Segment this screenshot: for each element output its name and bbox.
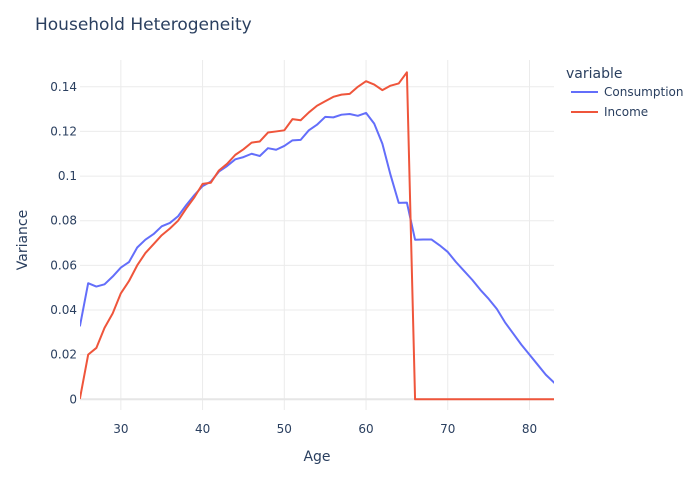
y-tick-label: 0.08: [50, 214, 77, 228]
plot-lines: [80, 71, 554, 401]
x-tick-label: 80: [522, 422, 537, 436]
y-tick-label: 0: [69, 392, 77, 406]
y-tick-label: 0.14: [50, 80, 77, 94]
legend-items: Consumption Income: [571, 85, 683, 119]
x-tick-label: 50: [277, 422, 292, 436]
legend-title: variable: [566, 66, 622, 82]
consumption-legend-label: Consumption: [604, 85, 683, 99]
x-axis-title: Age: [303, 449, 330, 465]
y-tick-label: 0.12: [50, 124, 77, 138]
y-axis-ticks: 0 0.02 0.04 0.06 0.08 0.1 0.12 0.14: [50, 80, 77, 406]
income-series-line: [80, 71, 554, 401]
x-axis-ticks: 30 40 50 60 70 80: [113, 422, 537, 436]
y-tick-label: 0.02: [50, 348, 77, 362]
x-tick-label: 70: [440, 422, 455, 436]
legend: variable Consumption Income: [566, 66, 683, 119]
x-tick-label: 60: [358, 422, 373, 436]
y-axis-title: Variance: [15, 210, 31, 270]
x-tick-label: 30: [113, 422, 128, 436]
y-tick-label: 0.1: [58, 169, 77, 183]
income-legend-label: Income: [604, 105, 648, 119]
y-tick-label: 0.04: [50, 303, 77, 317]
y-tick-label: 0.06: [50, 258, 77, 272]
consumption-series-line: [80, 111, 554, 384]
chart-title: Household Heterogeneity: [35, 15, 252, 35]
x-tick-label: 40: [195, 422, 210, 436]
